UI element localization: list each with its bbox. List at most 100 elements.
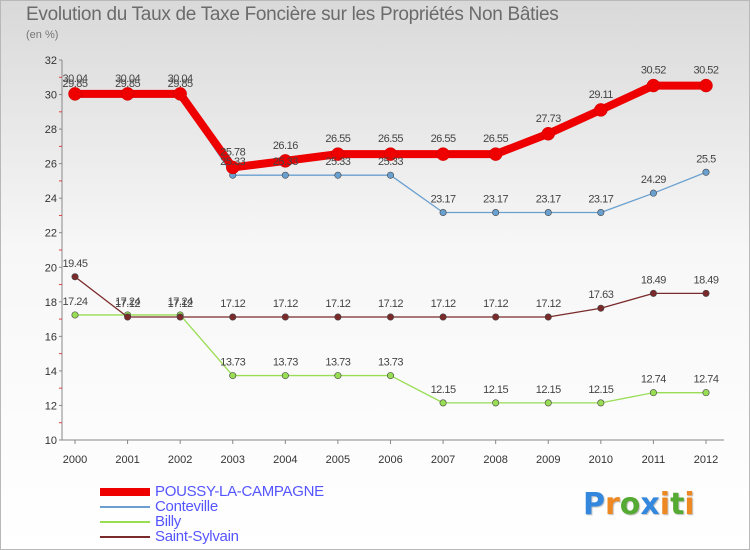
data-label: 13.73 [220, 357, 245, 369]
x-tick-label: 2001 [115, 454, 139, 466]
y-tick-label: 12 [45, 400, 57, 412]
data-label: 26.55 [483, 133, 508, 145]
data-point [71, 311, 79, 319]
legend-swatch [100, 488, 150, 496]
data-point [173, 87, 187, 101]
data-point [334, 313, 342, 321]
data-label: 25.5 [696, 153, 716, 165]
legend-label: Saint-Sylvain [155, 528, 239, 545]
chart-subtitle: (en %) [26, 29, 59, 41]
logo-letter: r [605, 487, 620, 522]
data-point [488, 147, 503, 161]
data-point [439, 399, 447, 407]
data-label: 27.73 [536, 113, 561, 125]
logo-letter: o [619, 487, 641, 522]
data-label: 18.49 [641, 274, 666, 286]
y-tick-label: 22 [45, 228, 57, 240]
x-tick-label: 2007 [431, 454, 455, 466]
legend-swatch [100, 521, 150, 523]
data-label: 29.85 [115, 78, 140, 90]
x-tick-label: 2003 [221, 454, 245, 466]
data-label: 17.24 [168, 296, 193, 308]
logo-letter: i [684, 487, 695, 522]
line-chart: 10 12 14 16 18 20 22 24 26 28 30 32 2000 2001 2002 2003… [45, 55, 724, 466]
legend-label: Billy [155, 513, 182, 530]
proxiti-logo: Proxiti [583, 487, 695, 522]
x-tick-label: 2004 [273, 454, 297, 466]
data-label: 25.33 [220, 156, 245, 168]
y-tick-label: 18 [45, 297, 57, 309]
data-label: 17.12 [220, 298, 245, 310]
data-label: 26.16 [273, 140, 298, 152]
x-tick-label: 2009 [536, 454, 560, 466]
y-tick-label: 26 [45, 159, 57, 171]
data-point [439, 313, 447, 321]
y-tick-label: 24 [45, 193, 57, 205]
data-point [386, 372, 394, 380]
data-label: 26.55 [325, 133, 350, 145]
data-point [386, 171, 394, 179]
logo-letter: P [583, 487, 605, 522]
data-label: 25.33 [378, 156, 403, 168]
data-label: 30.52 [693, 65, 718, 77]
data-point [334, 171, 342, 179]
y-tick-label: 20 [45, 262, 57, 274]
data-label: 17.12 [115, 298, 140, 310]
x-tick-label: 2008 [483, 454, 507, 466]
data-label: 17.24 [62, 296, 87, 308]
data-label: 25.33 [325, 156, 350, 168]
data-point [649, 189, 657, 197]
data-label: 23.17 [588, 194, 613, 206]
data-label: 30.04 [115, 73, 140, 85]
data-label: 18.49 [693, 274, 718, 286]
data-label: 23.17 [483, 194, 508, 206]
data-label: 25.78 [220, 146, 245, 158]
data-label: 17.12 [378, 298, 403, 310]
data-point [281, 372, 289, 380]
x-tick-label: 2000 [63, 454, 87, 466]
data-label: 17.63 [588, 289, 613, 301]
data-label: 17.24 [115, 296, 140, 308]
data-point [439, 209, 447, 217]
y-tick-label: 14 [45, 366, 57, 378]
x-tick-label: 2002 [168, 454, 192, 466]
data-label: 30.52 [641, 65, 666, 77]
data-point [544, 313, 552, 321]
legend-label: Conteville [155, 498, 218, 515]
data-label: 12.15 [431, 384, 456, 396]
data-label: 17.12 [273, 298, 298, 310]
data-point [702, 389, 710, 397]
data-point [544, 399, 552, 407]
data-label: 17.12 [431, 298, 456, 310]
chart-title: Evolution du Taux de Taxe Foncière sur l… [26, 4, 559, 25]
data-point [492, 209, 500, 217]
y-tick-label: 32 [45, 55, 57, 67]
data-label: 23.17 [431, 194, 456, 206]
data-point [176, 313, 184, 321]
data-point [386, 313, 394, 321]
y-tick-label: 10 [45, 435, 57, 447]
data-point [331, 147, 345, 161]
data-label: 26.55 [431, 133, 456, 145]
x-tick-label: 2010 [589, 454, 613, 466]
data-point [492, 313, 500, 321]
data-label: 29.11 [589, 89, 614, 101]
data-label: 24.29 [641, 174, 666, 186]
legend-swatch [100, 536, 150, 538]
data-point [383, 147, 398, 161]
data-point [699, 78, 713, 93]
data-point [649, 389, 657, 397]
data-label: 23.17 [536, 194, 561, 206]
x-tick-label: 2012 [694, 454, 718, 466]
data-point [646, 78, 661, 93]
data-label: 13.73 [378, 357, 403, 369]
data-point [278, 154, 293, 168]
y-tick-label: 16 [45, 331, 57, 343]
logo-letter: x [640, 487, 660, 522]
data-point [597, 209, 605, 217]
data-label: 30.04 [62, 73, 87, 85]
data-point [649, 289, 657, 297]
data-label: 12.74 [641, 374, 666, 386]
data-label: 19.45 [62, 258, 87, 270]
data-point [229, 313, 237, 321]
